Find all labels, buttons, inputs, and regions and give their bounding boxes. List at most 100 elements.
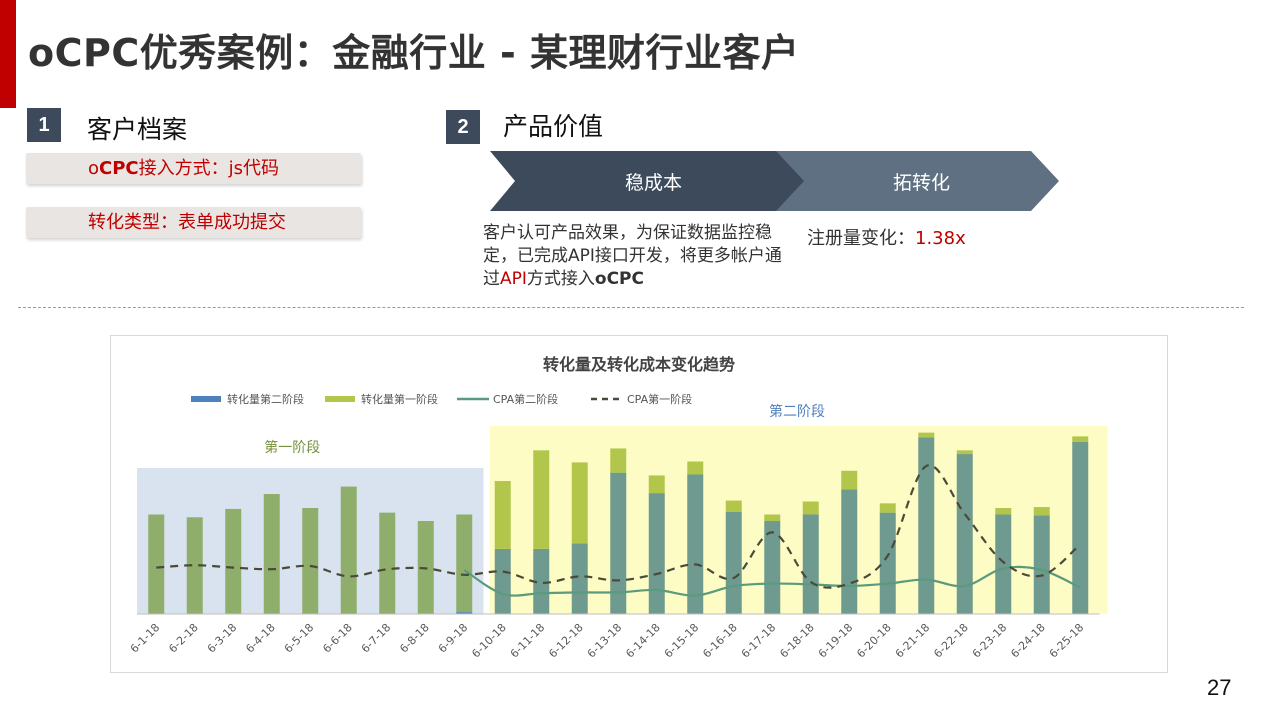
x-tick-label-6-6-18: 6-6-18 <box>320 621 355 656</box>
section-2-heading: 产品价值 <box>503 112 604 141</box>
bar-stage1-6-4-18 <box>263 494 280 614</box>
bar-stage1-6-21-18 <box>918 432 935 438</box>
bar-stage1-6-20-18 <box>879 503 896 513</box>
cpa-stage1-line <box>156 464 1081 589</box>
page-number: 27 <box>1207 675 1232 700</box>
bar-stage2-6-12-18 <box>571 543 588 614</box>
bar-stage2-6-20-18 <box>879 512 896 614</box>
bar-stage1-6-23-18 <box>995 507 1012 515</box>
x-tick-label-6-16-18: 6-16-18 <box>700 621 740 661</box>
stage-2-label: 第二阶段 <box>769 403 825 420</box>
slide-title: oCPC优秀案例：金融行业 - 某理财行业客户 <box>28 31 800 75</box>
x-tick-label-6-1-18: 6-1-18 <box>128 621 163 656</box>
registration-value: 1.38x <box>915 228 966 249</box>
bar-stage2-6-19-18 <box>841 489 858 614</box>
bar-stage2-6-25-18 <box>1072 441 1089 614</box>
bar-stage1-6-9-18 <box>456 514 473 613</box>
section-divider <box>18 307 1244 308</box>
product-value-description: 客户认可产品效果，为保证数据监控稳定，已完成API接口开发，将更多帐户通过API… <box>483 222 783 291</box>
x-tick-label-6-25-18: 6-25-18 <box>1047 621 1087 661</box>
access-method-text: 接入方式：js代码 <box>138 158 280 179</box>
registration-label: 注册量变化： <box>807 228 915 249</box>
bar-stage1-6-25-18 <box>1072 436 1089 442</box>
legend-label-2: 转化量第一阶段 <box>361 392 438 406</box>
chevron-expand-conversion: 拓转化 <box>776 151 1059 211</box>
stage-1-label: 第一阶段 <box>264 439 320 456</box>
bar-stage1-6-1-18 <box>148 514 165 614</box>
chart-frame: 第一阶段 第二阶段 转化量及转化成本变化趋势转化量第二阶段 转化量第一阶段 CPA第二阶… <box>110 335 1168 673</box>
bar-stage2-6-10-18 <box>494 548 511 614</box>
desc-api: API <box>500 269 527 289</box>
bar-stage2-6-15-18 <box>687 474 704 614</box>
bar-stage2-6-17-18 <box>764 521 781 614</box>
desc-text-1: 客户认可产品效果，为保证数据监控稳定，已完成API接口开发，将更多帐户通过 <box>483 223 782 289</box>
x-tick-label-6-19-18: 6-19-18 <box>816 621 856 661</box>
bar-stage2-6-23-18 <box>995 514 1012 614</box>
x-tick-label-6-23-18: 6-23-18 <box>970 621 1010 661</box>
access-method-box: oCPC接入方式：js代码 <box>26 153 361 184</box>
legend-swatch-2 <box>325 396 355 402</box>
x-tick-label-6-22-18: 6-22-18 <box>931 621 971 661</box>
x-tick-label-6-21-18: 6-21-18 <box>893 621 933 661</box>
bar-stage2-6-16-18 <box>725 511 742 614</box>
bar-stage1-6-14-18 <box>648 475 665 494</box>
bar-stage1-6-13-18 <box>610 448 627 473</box>
x-tick-label-6-2-18: 6-2-18 <box>166 621 201 656</box>
bar-stage1-6-7-18 <box>379 512 396 614</box>
bar-stage1-6-12-18 <box>571 462 588 544</box>
x-tick-label-6-3-18: 6-3-18 <box>205 621 240 656</box>
desc-ocpc: oCPC <box>594 269 644 289</box>
access-method-prefix: o <box>88 158 100 179</box>
access-method-bold: CPC <box>99 158 139 179</box>
bar-stage1-6-17-18 <box>764 514 781 521</box>
x-tick-label-6-8-18: 6-8-18 <box>397 621 432 656</box>
x-tick-label-6-24-18: 6-24-18 <box>1008 621 1048 661</box>
x-tick-label-6-5-18: 6-5-18 <box>282 621 317 656</box>
cpa-stage2-line <box>463 565 1081 597</box>
chart-title: 转化量及转化成本变化趋势 <box>543 355 735 374</box>
legend-label-4: CPA第一阶段 <box>627 392 692 406</box>
section-2-number: 2 <box>446 110 480 144</box>
x-tick-label-6-15-18: 6-15-18 <box>662 621 702 661</box>
x-tick-label-6-13-18: 6-13-18 <box>585 621 625 661</box>
legend-swatch-1 <box>191 396 221 402</box>
x-tick-label-6-9-18: 6-9-18 <box>436 621 471 656</box>
bar-stage1-6-15-18 <box>687 461 704 475</box>
bar-stage1-6-3-18 <box>225 508 242 614</box>
x-tick-label-6-11-18: 6-11-18 <box>508 621 548 661</box>
bar-stage2-6-24-18 <box>1033 515 1050 614</box>
legend-label-3: CPA第二阶段 <box>493 392 558 406</box>
x-tick-label-6-10-18: 6-10-18 <box>469 621 509 661</box>
bar-stage1-6-24-18 <box>1033 507 1050 516</box>
x-tick-label-6-4-18: 6-4-18 <box>243 621 278 656</box>
bar-stage2-6-21-18 <box>918 437 935 614</box>
x-tick-label-6-12-18: 6-12-18 <box>546 621 586 661</box>
legend-label-1: 转化量第二阶段 <box>227 392 304 406</box>
registration-change: 注册量变化：1.38x <box>807 224 966 250</box>
bar-stage1-6-16-18 <box>725 500 742 512</box>
bar-stage1-6-19-18 <box>841 470 858 490</box>
bar-stage2-6-14-18 <box>648 493 665 614</box>
section-1-number: 1 <box>27 108 61 142</box>
x-tick-label-6-17-18: 6-17-18 <box>739 621 779 661</box>
x-tick-label-6-20-18: 6-20-18 <box>854 621 894 661</box>
bar-stage1-6-22-18 <box>956 450 973 455</box>
x-tick-label-6-7-18: 6-7-18 <box>359 621 394 656</box>
section-1-heading: 客户档案 <box>87 115 188 144</box>
bar-stage1-6-5-18 <box>302 507 319 614</box>
bar-stage2-6-18-18 <box>802 514 819 614</box>
bar-stage1-6-18-18 <box>802 501 819 515</box>
conversion-type-box: 转化类型：表单成功提交 <box>26 207 361 238</box>
x-tick-label-6-14-18: 6-14-18 <box>623 621 663 661</box>
bar-stage1-6-11-18 <box>533 450 550 549</box>
x-tick-label-6-18-18: 6-18-18 <box>777 621 817 661</box>
chevron-stable-cost: 稳成本 <box>490 151 805 211</box>
bar-stage1-6-10-18 <box>494 481 511 549</box>
bar-stage2-6-9-18 <box>456 612 473 614</box>
bar-stage2-6-22-18 <box>956 454 973 614</box>
title-accent-bar <box>0 0 16 108</box>
bar-stage2-6-13-18 <box>610 472 627 614</box>
desc-text-2: 方式接入 <box>526 269 595 289</box>
bar-stage1-6-6-18 <box>340 486 357 614</box>
